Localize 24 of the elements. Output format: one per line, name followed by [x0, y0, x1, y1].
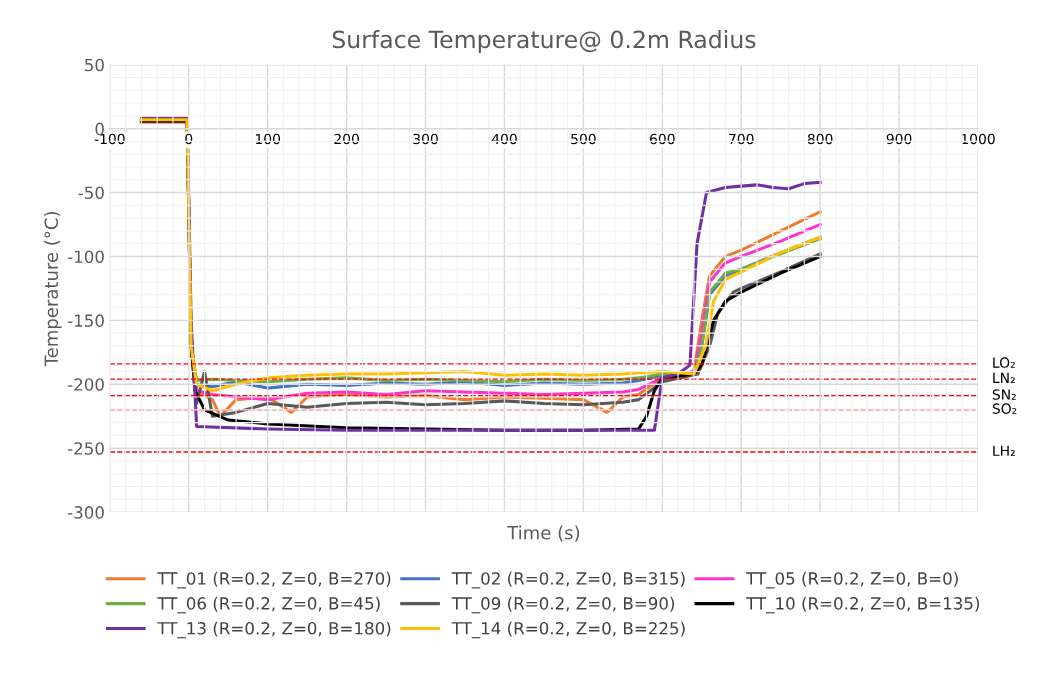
- ref-line-label: LN₂: [993, 372, 1015, 384]
- ref-line-label: SO₂: [992, 403, 1017, 414]
- legend-label: TT_01 (R=0.2, Z=0, B=270): [157, 571, 391, 589]
- y-tick-label: -200: [67, 378, 104, 391]
- ref-line-label: LH₂: [993, 445, 1015, 456]
- y-tick-label: -250: [67, 442, 104, 455]
- legend-label: TT_09 (R=0.2, Z=0, B=90): [451, 596, 675, 614]
- y-tick-label: -300: [67, 506, 104, 519]
- legend-label: TT_14 (R=0.2, Z=0, B=225): [451, 621, 685, 639]
- y-tick-label: -100: [67, 250, 104, 264]
- legend-label: TT_13 (R=0.2, Z=0, B=180): [157, 621, 391, 639]
- y-tick-label: -50: [78, 186, 104, 200]
- x-tick-label: 1000: [961, 133, 995, 145]
- y-tick-label: 50: [85, 58, 104, 72]
- ref-line-label: LO₂: [993, 357, 1015, 368]
- legend-label: TT_06 (R=0.2, Z=0, B=45): [157, 596, 380, 614]
- legend-label: TT_02 (R=0.2, Z=0, B=315): [451, 571, 685, 589]
- y-axis-title: Temperature (°C): [44, 212, 62, 367]
- y-tick-label: -150: [67, 314, 104, 327]
- x-axis-title: Time (s): [507, 525, 580, 542]
- chart-title: Surface Temperature@ 0.2m Radius: [332, 30, 756, 53]
- legend-label: TT_10 (R=0.2, Z=0, B=135): [746, 596, 980, 614]
- legend-label: TT_05 (R=0.2, Z=0, B=0): [746, 571, 958, 589]
- ref-line-label: SN₂: [992, 389, 1016, 400]
